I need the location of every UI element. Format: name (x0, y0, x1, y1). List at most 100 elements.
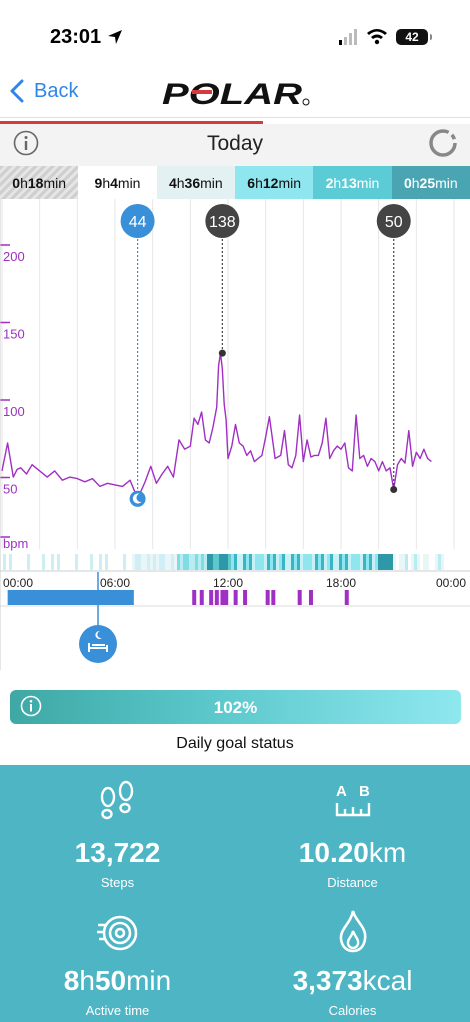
goal-percent: 102% (213, 698, 258, 717)
activity-strip-segment (375, 554, 378, 570)
battery-icon: 42 (396, 29, 432, 45)
flame-icon (339, 910, 366, 953)
activity-mark (243, 590, 248, 605)
activity-strip-segment (348, 554, 351, 570)
steps-label: Steps (100, 875, 135, 890)
activity-strip-segment (273, 554, 276, 570)
marker-bubble-min (376, 204, 411, 238)
activity-strip-segment (207, 554, 210, 570)
activity-strip-segment (144, 554, 147, 570)
activity-strip-segment (267, 554, 270, 570)
moon-icon (95, 630, 102, 639)
activity-strip-segment (168, 554, 171, 570)
activity-strip-segment (399, 554, 402, 570)
marker-dot-max (218, 349, 226, 357)
activity-mark (220, 590, 225, 605)
day-header: Today (0, 124, 470, 166)
zone-2[interactable]: 9 h 4 min (78, 166, 157, 199)
activity-strip-segment (333, 554, 336, 570)
marker-label-sleep: 44 (129, 214, 147, 231)
activity-strip-segment (105, 554, 108, 570)
activity-strip-segment (183, 554, 186, 570)
x-tick-label: 00:00 (436, 576, 466, 590)
goal-info-icon[interactable] (20, 695, 42, 717)
activity-strip-segment (357, 554, 360, 570)
stat-calories: 3,373kcal Calories (235, 907, 470, 1018)
marker-label-max: 138 (209, 214, 236, 231)
activity-strip-segment (372, 554, 375, 570)
calories-label: Calories (328, 1003, 377, 1018)
zone-6[interactable]: 0 h 25 min (391, 166, 470, 199)
activity-strip-segment (177, 554, 180, 570)
zone-5[interactable]: 2 h 13 min (313, 166, 392, 199)
activity-strip-segment (225, 554, 228, 570)
activity-mark (224, 590, 229, 605)
activity-strip-segment (405, 554, 408, 570)
cell-signal-icon (339, 29, 357, 45)
y-axis-label: bpm (3, 536, 28, 551)
activity-strip-segment (258, 554, 261, 570)
activity-strip-segment (354, 554, 357, 570)
activity-strip-segment (27, 554, 30, 570)
activity-zones: 0 h 18 min 9 h 4 min 4 h 36 min 6 h 12 min 2 h 13 min 0 h 25 mi… (0, 166, 470, 199)
page-title: Today (206, 132, 264, 155)
activity-mark (192, 590, 197, 605)
activity-strip-segment (360, 554, 363, 570)
nav-divider (0, 117, 470, 118)
activity-strip-segment (231, 554, 234, 570)
activity-strip-segment (363, 554, 366, 570)
activity-strip-segment (192, 554, 195, 570)
activity-strip-segment (171, 554, 174, 570)
activity-mark (344, 590, 349, 605)
activity-strip-segment (249, 554, 252, 570)
activity-strip-segment (294, 554, 297, 570)
distance-value: 10.20km (298, 837, 407, 868)
activity-strip-segment (234, 554, 237, 570)
activity-strip-segment (3, 554, 6, 570)
activity-strip-segment (270, 554, 273, 570)
activity-strip-segment (204, 554, 207, 570)
info-icon[interactable] (13, 130, 39, 156)
x-tick-label: 12:00 (213, 576, 243, 590)
activity-ring-icon[interactable] (428, 128, 458, 158)
activity-mark (214, 590, 219, 605)
activity-strip-segment (195, 554, 198, 570)
activity-strip-segment (438, 554, 441, 570)
activity-strip-segment (156, 554, 159, 570)
activity-strip-segment (213, 554, 216, 570)
activity-strip-segment (378, 554, 381, 570)
activity-strip-segment (135, 554, 138, 570)
back-button[interactable]: Back (8, 76, 78, 106)
activity-strip-segment (393, 554, 396, 570)
y-tick-label: 50 (3, 482, 17, 497)
sleep-bar (7, 590, 134, 605)
x-tick-label: 18:00 (326, 576, 356, 590)
active-time-icon (96, 915, 137, 951)
activity-strip-segment (441, 554, 444, 570)
zone-4[interactable]: 6 h 12 min (234, 166, 314, 199)
progress-line (0, 121, 263, 124)
heart-rate-svg: 50 100 150 200 bpm 44 138 50 00:00 06:00 12:00 18:0… (0, 199, 470, 670)
activity-strip-segment (387, 554, 390, 570)
activity-mark (265, 590, 270, 605)
activity-strip-segment (276, 554, 279, 570)
active-time-label: Active time (85, 1003, 150, 1018)
activity-strip-segment (426, 554, 429, 570)
activity-strip-segment (159, 554, 162, 570)
activity-mark (271, 590, 276, 605)
activity-strip-segment (42, 554, 45, 570)
activity-strip-segment (99, 554, 102, 570)
goal-bar[interactable]: 102% (10, 690, 461, 724)
heart-rate-chart[interactable]: 50 100 150 200 bpm 44 138 50 00:00 06:00 12:00 18:0… (0, 199, 470, 670)
zone-3[interactable]: 4 h 36 min (156, 166, 235, 199)
stat-active-time: 8h50min Active time (0, 907, 235, 1018)
activity-strip-segment (228, 554, 231, 570)
activity-strip-segment (9, 554, 12, 570)
activity-strip-segment (216, 554, 219, 570)
zone-1[interactable]: 0 h 18 min (0, 166, 79, 199)
activity-strip-segment (366, 554, 369, 570)
location-arrow-icon (108, 30, 122, 44)
y-tick-label: 100 (3, 404, 25, 419)
activity-mark (297, 590, 302, 605)
activity-strip-segment (174, 554, 177, 570)
